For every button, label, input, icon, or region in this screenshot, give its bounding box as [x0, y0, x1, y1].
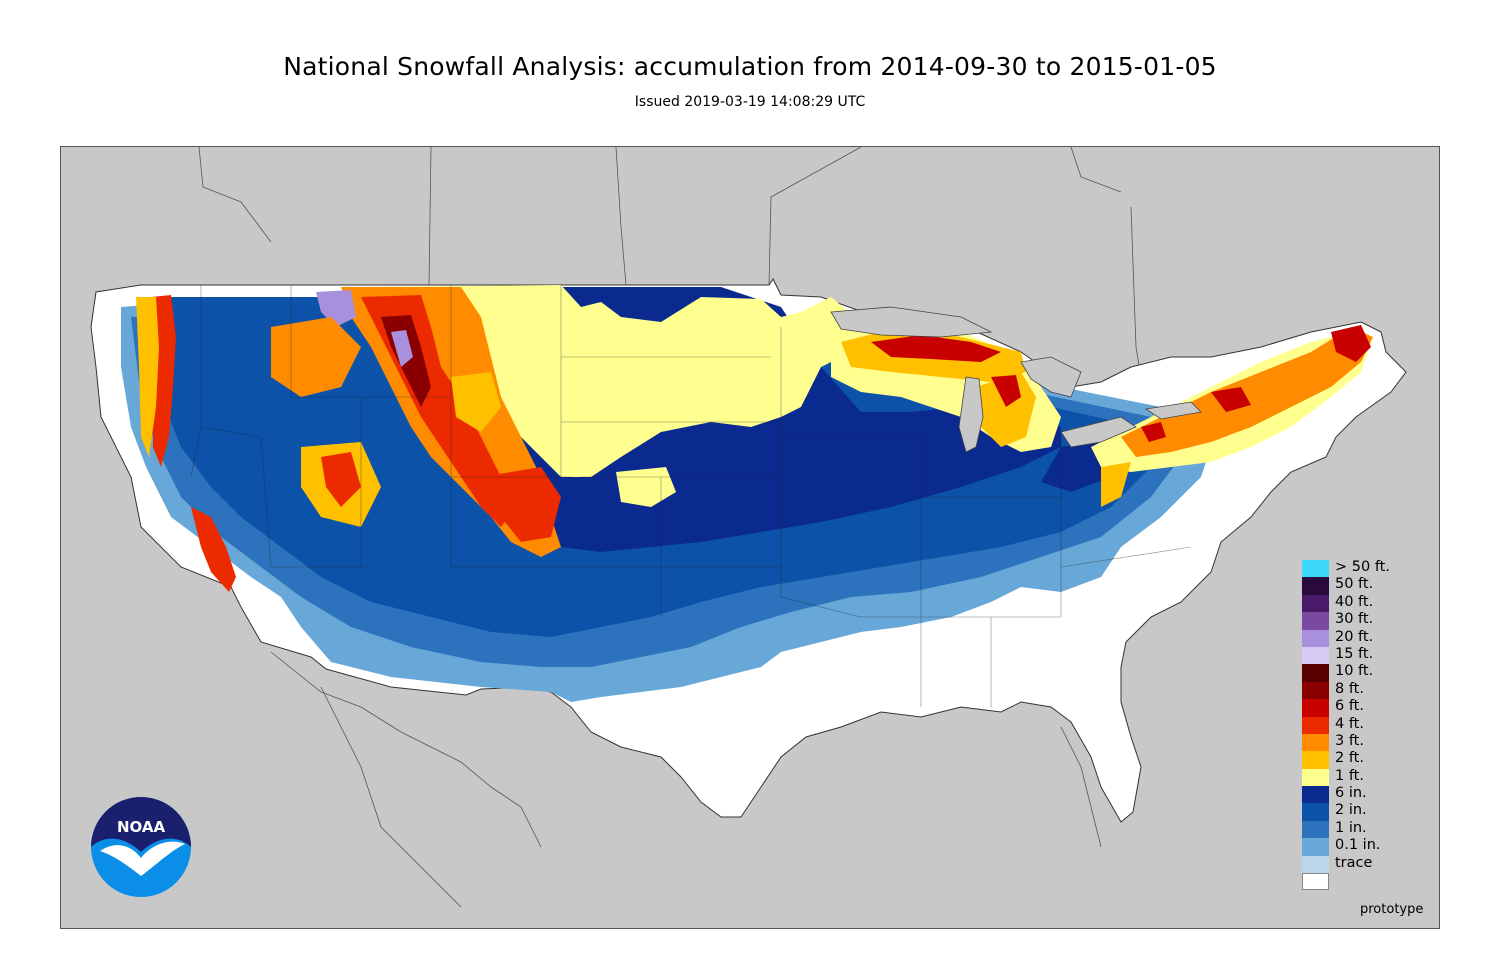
- snow-northeast-orange: [1121, 327, 1373, 457]
- legend-swatch: [1302, 803, 1329, 821]
- legend-label: > 50 ft.: [1335, 559, 1390, 575]
- legend-swatch: [1302, 577, 1329, 595]
- snow-sierra: [191, 507, 236, 592]
- legend-label: 4 ft.: [1335, 715, 1364, 732]
- issued-timestamp: Issued 2019-03-19 14:08:29 UTC: [634, 94, 866, 110]
- legend-label: 10 ft.: [1335, 663, 1374, 680]
- legend-label: 0.1 in.: [1335, 837, 1381, 854]
- country-boundaries: [198, 147, 1142, 908]
- legend-swatch: [1302, 612, 1329, 630]
- state-boundaries: [190, 285, 1192, 707]
- great-lakes: [830, 306, 1202, 453]
- legend-swatch: [1302, 855, 1329, 874]
- legend-swatch: [1302, 560, 1329, 578]
- legend-label: 1 in.: [1335, 819, 1367, 836]
- map-title: National Snowfall Analysis: accumulation…: [283, 52, 1217, 81]
- legend-swatch: [1302, 699, 1329, 717]
- legend-label: 8 ft.: [1335, 680, 1364, 697]
- legend-label: 6 in.: [1335, 785, 1367, 802]
- legend-swatch: [1302, 594, 1329, 613]
- logo-gull: [100, 841, 185, 876]
- legend-label: 2 in.: [1335, 802, 1367, 819]
- legend-label: trace: [1335, 854, 1373, 871]
- legend-swatch: [1302, 838, 1329, 856]
- legend-label: 15 ft.: [1335, 645, 1374, 662]
- legend-swatch: [1302, 820, 1329, 839]
- legend-swatch: [1302, 768, 1329, 787]
- snowfall-map: [60, 146, 1440, 929]
- legend-label: 50 ft.: [1335, 576, 1374, 593]
- snow-1ft-plains: [361, 285, 861, 477]
- legend-swatch: [1302, 733, 1329, 752]
- prototype-label: prototype: [1360, 902, 1424, 917]
- legend-swatch: [1302, 751, 1329, 769]
- legend-swatch: [1302, 873, 1329, 891]
- map-canvas: [90, 147, 1407, 908]
- legend-label: 2 ft.: [1335, 750, 1364, 767]
- legend-swatch: [1302, 786, 1329, 804]
- legend-swatch: [1302, 646, 1329, 665]
- legend-label: 40 ft.: [1335, 593, 1374, 610]
- legend-label: 6 ft.: [1335, 698, 1364, 715]
- legend-swatch: [1302, 664, 1329, 682]
- legend-label: 20 ft.: [1335, 628, 1374, 645]
- legend-swatch: [1302, 681, 1329, 700]
- logo-top: [91, 797, 191, 852]
- legend-swatch: [1302, 629, 1329, 647]
- legend-label: 1 ft.: [1335, 767, 1364, 784]
- logo-text: NOAA: [117, 818, 166, 836]
- legend-swatch: [1302, 716, 1329, 734]
- legend-label: 3 ft.: [1335, 732, 1364, 749]
- legend-label: 30 ft.: [1335, 611, 1374, 628]
- noaa-logo: NOAA: [90, 796, 192, 902]
